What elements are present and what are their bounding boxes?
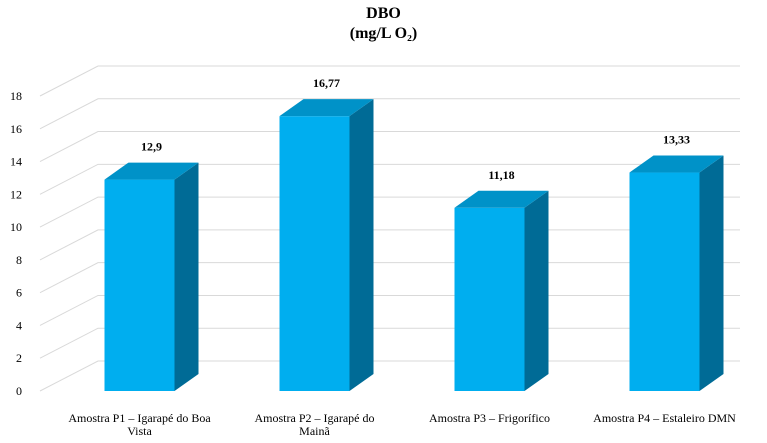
x-tick-label: Amostra P1 – Igarapé do Boa xyxy=(68,411,211,425)
y-tick-label: 2 xyxy=(16,351,22,365)
y-tick-label: 18 xyxy=(10,89,22,103)
x-tick-label: Vista xyxy=(127,424,152,438)
y-tick-label: 8 xyxy=(16,253,22,267)
gridline xyxy=(39,65,740,97)
x-tick-label: Mainã xyxy=(299,424,330,438)
chart-subtitle: (mg/L O₂) xyxy=(349,25,418,42)
bar-side xyxy=(524,190,549,391)
bars xyxy=(104,99,724,392)
bar xyxy=(279,99,374,392)
y-tick-label: 14 xyxy=(10,155,22,169)
bar-side xyxy=(174,162,199,391)
bar xyxy=(104,162,199,391)
chart-title-block: DBO (mg/L O₂) xyxy=(0,4,767,44)
bar-top xyxy=(279,99,374,117)
bar xyxy=(454,190,549,391)
y-axis-ticks: 0 2 4 6 8 10 12 14 16 18 xyxy=(10,89,22,398)
bar-front xyxy=(629,172,700,391)
data-label: 13,33 xyxy=(663,133,690,147)
y-tick-label: 10 xyxy=(10,220,22,234)
x-tick-label: Amostra P2 – Igarapé do xyxy=(255,411,375,425)
bar-top xyxy=(454,190,549,208)
bar-front xyxy=(454,207,525,391)
bar xyxy=(629,155,724,391)
bar-top xyxy=(629,155,724,173)
bar-side xyxy=(349,99,374,392)
y-tick-label: 12 xyxy=(10,187,22,201)
gridline xyxy=(39,131,740,162)
bar-top xyxy=(104,162,199,180)
y-tick-label: 4 xyxy=(16,318,22,332)
bar-front xyxy=(104,179,175,391)
bar-front xyxy=(279,116,350,392)
x-tick-label: Amostra P3 – Frigorífico xyxy=(429,411,550,425)
bar-side xyxy=(699,155,724,391)
chart-title: DBO xyxy=(366,5,401,22)
data-labels: 12,9 16,77 11,18 13,33 xyxy=(141,76,690,182)
y-tick-label: 6 xyxy=(16,286,22,300)
data-label: 16,77 xyxy=(313,76,340,90)
data-label: 12,9 xyxy=(141,140,162,154)
y-tick-label: 16 xyxy=(10,122,22,136)
gridline xyxy=(39,163,740,195)
x-tick-label: Amostra P4 – Estaleiro DMN xyxy=(593,411,736,425)
data-label: 11,18 xyxy=(488,168,514,182)
gridline xyxy=(39,98,740,130)
y-tick-label: 0 xyxy=(16,384,22,398)
